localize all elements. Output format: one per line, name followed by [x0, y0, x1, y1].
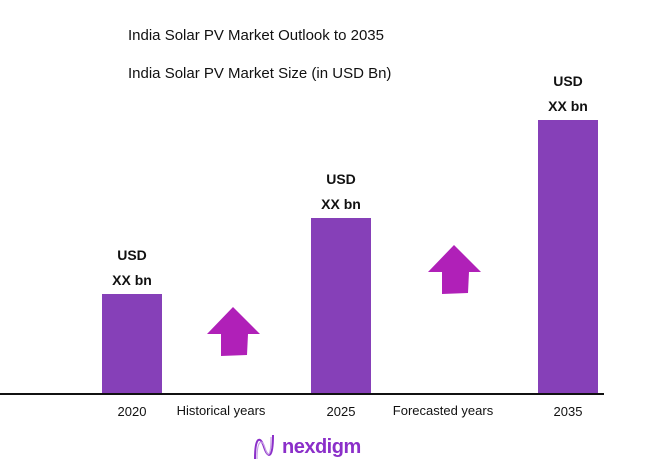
growth-arrow-forecast-icon [428, 245, 481, 294]
growth-arrow-historical-icon [207, 307, 260, 356]
period-label-historical: Historical years [177, 403, 266, 418]
period-label-forecasted: Forecasted years [393, 403, 494, 418]
nexdigm-logo: nexdigm [252, 432, 361, 462]
x-tick-label: 2025 [327, 404, 356, 419]
bar-2035 [538, 120, 598, 394]
data-label-usd: USD [553, 73, 583, 89]
nexdigm-wave-icon [254, 434, 274, 460]
data-label-value: XX bn [321, 196, 361, 212]
chart-subtitle: India Solar PV Market Size (in USD Bn) [128, 65, 392, 82]
data-label-value: XX bn [112, 272, 152, 288]
chart-title: India Solar PV Market Outlook to 2035 [128, 27, 384, 44]
bar-2025 [311, 218, 371, 394]
data-label-usd: USD [326, 171, 356, 187]
x-tick-label: 2035 [554, 404, 583, 419]
data-label-usd: USD [117, 247, 147, 263]
data-label-value: XX bn [548, 98, 588, 114]
bar-2020 [102, 294, 162, 394]
brand-name: nexdigm [282, 435, 361, 458]
x-tick-label: 2020 [118, 404, 147, 419]
